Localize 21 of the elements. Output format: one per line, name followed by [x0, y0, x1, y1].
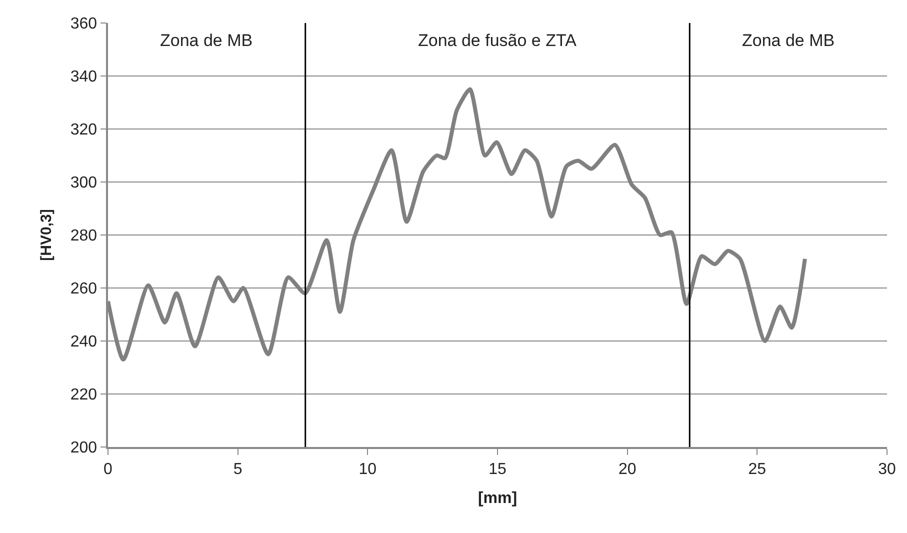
y-tick-label: 240: [70, 334, 98, 351]
y-tick-label: 360: [70, 16, 98, 33]
annotation: Zona de fusão e ZTA: [418, 31, 578, 50]
x-tick-label: 25: [748, 460, 766, 478]
annotation: Zona de MB: [160, 31, 253, 50]
x-tick-label: 20: [618, 460, 636, 478]
x-tick-label: 15: [488, 460, 506, 478]
y-tick-label: 280: [70, 228, 98, 245]
y-tick-label: 320: [70, 122, 98, 139]
x-tick-label: 10: [358, 460, 377, 478]
y-tick-label: 300: [70, 174, 98, 192]
y-tick-label: 200: [70, 440, 98, 457]
y-tick-label: 220: [70, 386, 98, 404]
x-tick-label: 0: [104, 460, 113, 478]
x-tick-label: 30: [878, 460, 896, 478]
y-tick-label: 340: [70, 68, 98, 86]
annotation: Zona de MB: [742, 31, 835, 50]
y-tick-label: 260: [70, 280, 98, 298]
x-tick-label: 5: [233, 460, 242, 478]
y-axis-title: [HV0,3]: [38, 209, 56, 261]
x-axis-title: [mm]: [478, 490, 518, 508]
